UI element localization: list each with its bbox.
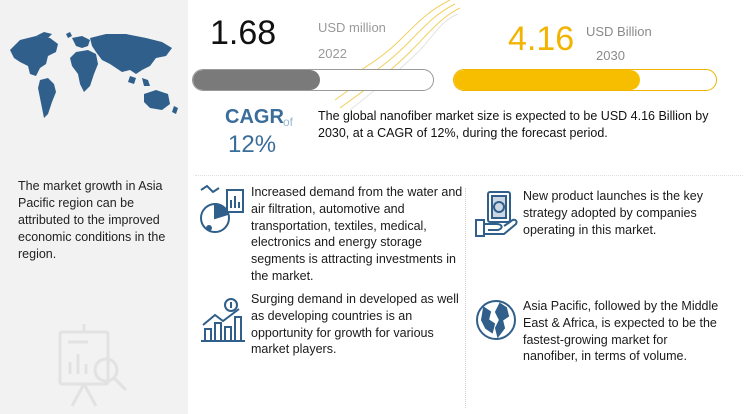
globe-icon (476, 300, 516, 340)
separator-dot: . (251, 290, 255, 304)
world-map-icon (10, 32, 178, 118)
left-panel: The market growth in Asia Pacific region… (0, 0, 188, 414)
horizontal-divider (195, 175, 743, 176)
unit-2030: USD Billion (586, 24, 652, 39)
bar-2022-fill (193, 70, 321, 90)
region-point: Asia Pacific, followed by the Middle Eas… (523, 299, 719, 364)
demand-point: Increased demand from the water and air … (251, 185, 463, 283)
year-2022: 2022 (318, 46, 347, 61)
cagr-value: 12% (228, 131, 277, 158)
market-summary: The global nanofiber market size is expe… (318, 109, 709, 140)
growth-chart-icon (201, 298, 245, 342)
region-growth-text: The market growth in Asia Pacific region… (18, 179, 166, 261)
year-2030: 2030 (596, 48, 625, 63)
cagr-label: CAGR (225, 106, 284, 128)
value-2030: 4.16 (508, 20, 575, 58)
filtration-chart-icon (200, 184, 244, 233)
value-2022: 1.68 (210, 14, 277, 52)
vertical-divider (465, 188, 466, 408)
presentation-board-icon (58, 324, 128, 407)
unit-2022: USD million (318, 20, 386, 35)
cagr-of: of (283, 115, 294, 129)
bar-2030 (453, 69, 717, 91)
bar-2030-fill (454, 70, 641, 90)
decorative-lines-icon (330, 0, 460, 110)
bar-2022 (192, 69, 434, 91)
growth-point: Surging demand in developed as well as d… (251, 292, 459, 357)
money-hand-icon (475, 191, 518, 237)
launches-point: New product launches is the key strategy… (523, 189, 703, 237)
